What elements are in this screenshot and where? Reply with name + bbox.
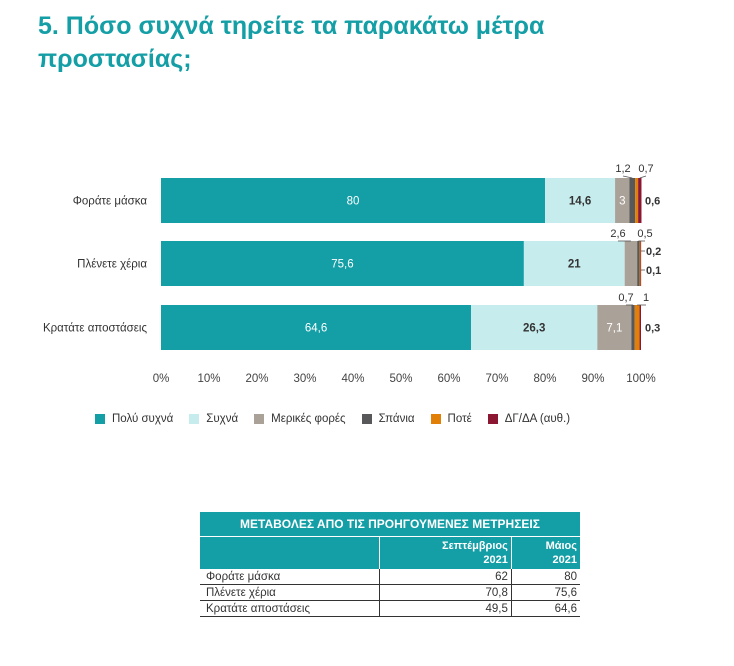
legend-label: Συχνά — [206, 413, 239, 425]
table-row-label: Φοράτε μάσκα — [200, 569, 380, 585]
table-cell-september: 70,8 — [379, 584, 512, 601]
data-label: 2,6 — [610, 228, 625, 240]
table-header-september-month: Σεπτέμβριος — [441, 540, 508, 552]
bar-segment — [597, 305, 632, 350]
legend-entry: Σπάνια — [361, 413, 415, 425]
legend-entry: Ποτέ — [430, 413, 472, 425]
legend-swatch — [95, 414, 105, 424]
stacked-bar-chart: 0% 10% 20% 30% 40% 50% 60% 70% 80% 90% 100% Φοράτε … — [43, 163, 661, 385]
data-label: 21 — [568, 259, 581, 271]
bar-segment — [161, 305, 472, 350]
bar-segment — [615, 178, 630, 223]
data-label: 3 — [619, 196, 625, 208]
bar-segment — [639, 241, 641, 286]
bar-segment — [640, 241, 642, 286]
data-label: 80 — [347, 196, 360, 208]
table-header-may: Μάιος 2021 — [511, 536, 580, 569]
data-label: 0,3 — [645, 323, 660, 335]
table-cell-may: 75,6 — [511, 584, 580, 601]
legend-label: Πολύ συχνά — [112, 413, 174, 425]
changes-table: ΜΕΤΑΒΟΛΕΣ ΑΠΟ ΤΙΣ ΠΡΟΗΓΟΥΜΕΝΕΣ ΜΕΤΡΗΣΕΙΣ… — [200, 512, 580, 617]
x-tick-label: 50% — [389, 373, 412, 385]
table-header-blank — [200, 536, 380, 569]
data-label: 0,7 — [618, 292, 633, 304]
x-tick-label: 70% — [485, 373, 508, 385]
bar-segment — [624, 241, 638, 286]
table-row: Φοράτε μάσκα 62 80 — [200, 569, 580, 585]
data-label: 0,6 — [645, 196, 660, 208]
table-cell-may: 80 — [511, 569, 580, 585]
bar-segment — [639, 305, 641, 350]
x-tick-label: 100% — [626, 373, 655, 385]
bar-segment — [634, 305, 640, 350]
legend-entry: ΔΓ/ΔΑ (αυθ.) — [487, 413, 571, 425]
legend-swatch — [189, 414, 200, 424]
bar-segment — [629, 178, 636, 223]
table-row: Κρατάτε αποστάσεις 49,5 64,6 — [200, 600, 580, 617]
bar-segment — [631, 305, 635, 350]
table-header-may-year: 2021 — [552, 554, 577, 566]
bar-segment — [635, 178, 639, 223]
table-row: Πλένετε χέρια 70,8 75,6 — [200, 584, 580, 601]
legend-entry: Συχνά — [189, 413, 238, 425]
legend-entry: Πολύ συχνά — [95, 413, 173, 425]
data-label: 26,3 — [523, 323, 545, 335]
table-cell-may: 64,6 — [511, 600, 580, 617]
bar-segment — [545, 178, 616, 223]
bar-segment — [161, 241, 524, 286]
table-title: ΜΕΤΑΒΟΛΕΣ ΑΠΟ ΤΙΣ ΠΡΟΗΓΟΥΜΕΝΕΣ ΜΕΤΡΗΣΕΙΣ — [200, 512, 580, 537]
bar-segment — [161, 178, 545, 223]
legend-entry: Μερικές φορές — [254, 413, 346, 425]
legend-swatch — [487, 414, 498, 424]
callout-line — [639, 175, 647, 179]
data-label: 0,7 — [638, 163, 653, 175]
data-label: 64,6 — [305, 323, 327, 335]
table-row-label: Πλένετε χέρια — [200, 584, 380, 601]
category-label: Πλένετε χέρια — [77, 259, 147, 271]
table-header-september: Σεπτέμβριος 2021 — [379, 536, 512, 569]
legend-label: Σπάνια — [378, 413, 415, 425]
legend-swatch — [430, 414, 441, 424]
table-cell-september: 62 — [379, 569, 512, 585]
legend-label: Ποτέ — [447, 413, 472, 425]
data-label: 1,2 — [615, 163, 630, 175]
bar-segment — [637, 241, 640, 286]
data-label: 0,1 — [646, 265, 661, 277]
table-header-may-month: Μάιος — [545, 540, 577, 552]
x-tick-label: 30% — [293, 373, 316, 385]
x-tick-label: 10% — [197, 373, 220, 385]
data-label: 1 — [643, 292, 649, 304]
chart-title: 5. Πόσο συχνά τηρείτε τα παρακάτω μέτρα … — [38, 12, 545, 73]
x-tick-label: 0% — [153, 373, 170, 385]
x-tick-label: 20% — [245, 373, 268, 385]
data-label: 75,6 — [331, 259, 353, 271]
data-label: 0,2 — [646, 246, 661, 258]
data-label: 14,6 — [569, 196, 591, 208]
x-tick-label: 60% — [437, 373, 460, 385]
data-label: 0,5 — [637, 228, 652, 240]
table-cell-september: 49,5 — [379, 600, 512, 617]
bar-segment — [638, 178, 642, 223]
callout-line — [622, 175, 633, 179]
x-tick-label: 40% — [341, 373, 364, 385]
data-label: 7,1 — [606, 323, 622, 335]
table-header-september-year: 2021 — [483, 554, 508, 566]
legend-swatch — [254, 414, 265, 424]
category-label: Φοράτε μάσκα — [73, 196, 148, 208]
category-label: Κρατάτε αποστάσεις — [43, 323, 147, 335]
x-tick-label: 90% — [581, 373, 604, 385]
table-row-label: Κρατάτε αποστάσεις — [200, 600, 380, 617]
bar-segment — [523, 241, 625, 286]
chart-legend: Πολύ συχνά Συχνά Μερικές φορές Σπάνια Ποτέ ΔΓ… — [95, 413, 586, 425]
x-tick-label: 80% — [533, 373, 556, 385]
legend-label: ΔΓ/ΔΑ (αυθ.) — [504, 413, 571, 425]
legend-label: Μερικές φορές — [271, 413, 346, 425]
bar-segment — [471, 305, 598, 350]
legend-swatch — [361, 414, 372, 424]
